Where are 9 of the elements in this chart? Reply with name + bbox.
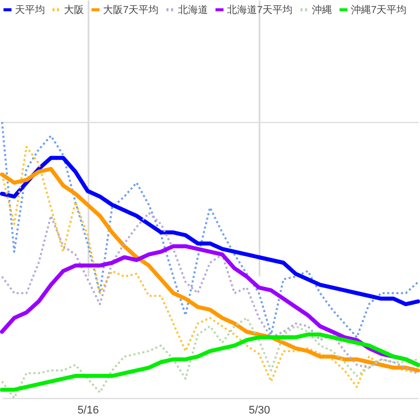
legend-label: 大阪7天平均 [103, 4, 159, 16]
legend-label: 北海道 [178, 4, 208, 16]
x-tick-label: 5/30 [248, 404, 270, 416]
legend-label: 大阪 [64, 4, 84, 16]
legend-label: 沖縄 [312, 4, 332, 16]
legend-label: 天平均 [15, 4, 45, 16]
x-tick-label: 5/16 [77, 404, 99, 416]
legend-label: 沖縄7天平均 [351, 4, 407, 16]
legend-label: 北海道7天平均 [227, 4, 293, 16]
